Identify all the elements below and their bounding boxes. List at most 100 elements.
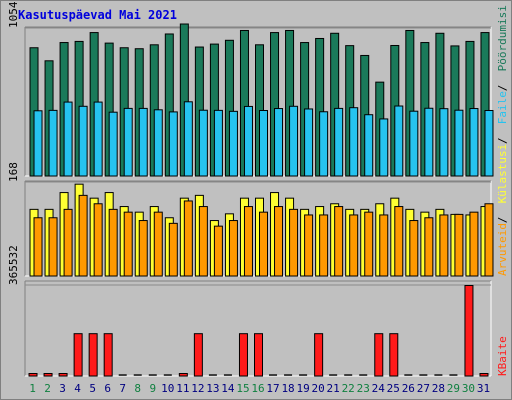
legend-separator: / <box>496 137 509 144</box>
x-tick-label: 9 <box>149 382 156 395</box>
bar-traffic-1-day-19 <box>299 374 308 376</box>
bar-visits-2-day-18 <box>289 208 299 277</box>
bar-traffic-1-day-1 <box>28 373 38 377</box>
x-tick-label: 10 <box>161 382 174 395</box>
x-tick-label: 15 <box>236 382 249 395</box>
x-tick-label: 1 <box>29 382 36 395</box>
legend-label: Pöördumisi <box>496 5 509 71</box>
bar-requests-2-day-28 <box>439 108 449 177</box>
bar-requests-2-day-21 <box>334 107 344 177</box>
bar-traffic-1-day-4 <box>73 333 83 377</box>
legend-label: Külastusi <box>496 144 509 204</box>
bar-requests-2-day-8 <box>138 107 148 177</box>
bar-visits-2-day-20 <box>319 214 329 277</box>
bar-traffic-1-day-23 <box>359 374 368 376</box>
bar-traffic-1-day-29 <box>449 374 458 376</box>
bar-requests-2-day-6 <box>108 111 118 177</box>
bar-traffic-1-day-27 <box>419 374 428 376</box>
x-tick-label: 4 <box>74 382 81 395</box>
x-tick-label: 13 <box>206 382 219 395</box>
bar-requests-2-day-30 <box>469 108 479 177</box>
bar-visits-2-day-23 <box>364 211 374 277</box>
bar-requests-2-day-5 <box>93 101 103 177</box>
scale-label: 365532 <box>7 245 20 285</box>
bar-visits-2-day-29 <box>454 213 464 277</box>
bar-traffic-1-day-5 <box>88 333 98 377</box>
bar-requests-2-day-19 <box>304 108 314 177</box>
bar-traffic-1-day-13 <box>208 374 217 376</box>
bar-requests-2-day-14 <box>228 110 238 177</box>
bar-visits-2-day-9 <box>153 211 163 277</box>
bar-requests-2-day-11 <box>183 101 193 177</box>
bar-visits-2-day-12 <box>198 206 208 277</box>
bar-visits-2-day-3 <box>63 208 73 277</box>
x-tick-label: 23 <box>357 382 370 395</box>
bar-traffic-1-day-28 <box>434 374 443 376</box>
bar-traffic-1-day-8 <box>133 374 142 376</box>
bar-visits-2-day-11 <box>183 200 193 277</box>
scale-label: 1054 <box>7 1 20 28</box>
x-tick-label: 27 <box>417 382 430 395</box>
bar-requests-2-day-10 <box>168 111 178 177</box>
bar-requests-2-day-1 <box>33 110 43 177</box>
x-tick-label: 21 <box>327 382 340 395</box>
bar-traffic-1-day-20 <box>314 333 324 377</box>
bar-traffic-1-day-14 <box>223 374 232 376</box>
bar-visits-2-day-2 <box>48 217 58 277</box>
bar-requests-2-day-18 <box>289 105 299 177</box>
bar-traffic-1-day-24 <box>374 333 384 377</box>
bar-visits-2-day-14 <box>228 220 238 277</box>
bar-requests-2-day-3 <box>63 101 73 177</box>
x-tick-label: 31 <box>477 382 490 395</box>
legend-label: Faile <box>496 91 509 124</box>
bar-requests-2-day-17 <box>274 108 284 177</box>
bar-traffic-1-day-22 <box>344 374 353 376</box>
bar-requests-2-day-13 <box>213 109 223 177</box>
bar-requests-2-day-20 <box>319 111 329 177</box>
bar-requests-2-day-2 <box>48 109 58 177</box>
x-tick-label: 12 <box>191 382 204 395</box>
bar-requests-2-day-22 <box>349 107 359 177</box>
bar-requests-2-day-27 <box>424 107 434 177</box>
bar-visits-2-day-27 <box>424 217 434 277</box>
bar-traffic-1-day-11 <box>178 373 188 377</box>
bar-visits-2-day-21 <box>334 206 344 277</box>
bar-requests-2-day-31 <box>484 110 494 177</box>
bar-visits-2-day-17 <box>274 206 284 277</box>
bar-visits-2-day-25 <box>394 206 404 277</box>
bar-traffic-1-day-25 <box>389 333 399 377</box>
bar-traffic-1-day-21 <box>329 374 338 376</box>
bar-visits-2-day-22 <box>349 214 359 277</box>
x-tick-label: 3 <box>59 382 66 395</box>
bar-visits-2-day-10 <box>168 222 178 277</box>
bar-traffic-1-day-16 <box>254 333 263 377</box>
bar-visits-2-day-19 <box>304 214 314 277</box>
x-tick-label: 28 <box>432 382 445 395</box>
scale-label: 168 <box>7 162 20 182</box>
bar-requests-2-day-25 <box>394 105 404 177</box>
x-tick-label: 22 <box>342 382 355 395</box>
bar-traffic-1-day-18 <box>284 374 293 376</box>
legend-separator: / <box>496 217 509 224</box>
x-tick-label: 30 <box>462 382 475 395</box>
bar-visits-2-day-6 <box>108 208 118 277</box>
x-tick-label: 14 <box>221 382 235 395</box>
bar-traffic-1-day-9 <box>148 374 157 376</box>
bar-requests-2-day-9 <box>153 109 163 177</box>
bar-visits-2-day-24 <box>379 214 389 277</box>
x-tick-label: 8 <box>134 382 141 395</box>
bar-requests-2-day-15 <box>243 105 253 177</box>
x-tick-label: 18 <box>281 382 294 395</box>
x-tick-label: 11 <box>176 382 189 395</box>
bar-traffic-1-day-3 <box>58 373 68 377</box>
x-tick-label: 7 <box>119 382 126 395</box>
x-tick-label: 26 <box>402 382 415 395</box>
x-tick-label: 16 <box>251 382 264 395</box>
x-tick-label: 5 <box>89 382 96 395</box>
bar-requests-2-day-16 <box>259 110 268 177</box>
x-tick-label: 6 <box>104 382 111 395</box>
bar-visits-2-day-7 <box>123 211 133 277</box>
bar-traffic-1-day-12 <box>193 333 203 377</box>
bar-requests-2-day-23 <box>364 114 374 177</box>
bar-traffic-1-day-17 <box>269 374 278 376</box>
